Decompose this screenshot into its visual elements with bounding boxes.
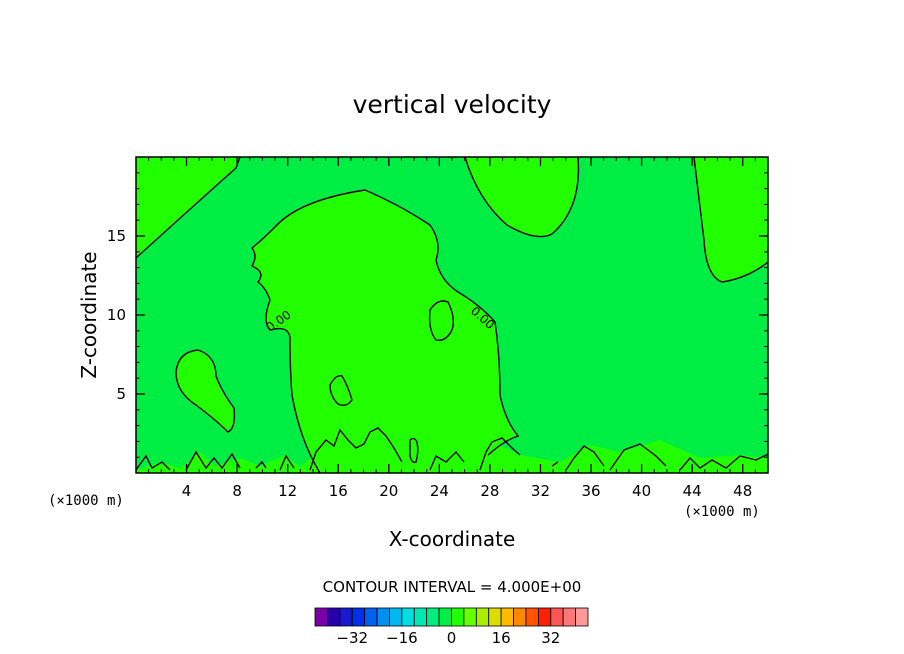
contour-central-plume <box>250 189 520 473</box>
colorbar-swatch <box>488 607 502 627</box>
colorbar-swatch <box>426 607 440 627</box>
colorbar-swatch <box>376 607 390 627</box>
region-surface-band <box>136 430 768 473</box>
contour-inner-blob-center <box>329 375 353 407</box>
contour-top-left <box>136 157 241 259</box>
colorbar-swatch <box>550 607 564 627</box>
region-left-blob <box>176 350 235 432</box>
plot-area: 0.00 0.00 <box>135 156 769 474</box>
colorbar-swatch <box>364 607 378 627</box>
colorbar-swatch <box>401 607 415 627</box>
positive-regions <box>136 157 768 473</box>
contour-interval-text: CONTOUR INTERVAL = 4.000E+00 <box>323 578 582 596</box>
colorbar-tick-label: −16 <box>386 629 418 647</box>
x-tick-label: 12 <box>278 482 297 500</box>
x-tick-label: 24 <box>430 482 449 500</box>
x-axis-label: X-coordinate <box>389 527 516 551</box>
y-tick-label: 15 <box>107 227 126 245</box>
contour-left-blob <box>175 349 236 433</box>
colorbar-swatch <box>389 607 403 627</box>
colorbar-swatch <box>575 607 589 627</box>
x-tick-label: 44 <box>683 482 702 500</box>
region-central-plume <box>252 190 518 473</box>
x-tick-label: 16 <box>329 482 348 500</box>
y-tick-labels: 5 10 15 <box>107 227 126 403</box>
x-unit-right: (×1000 m) <box>684 504 760 520</box>
contour-inner-blob-right <box>428 300 455 341</box>
x-tick-label: 20 <box>379 482 398 500</box>
colorbar-tick-label: 32 <box>541 629 560 647</box>
x-unit-left: (×1000 m) <box>48 493 124 509</box>
contour-top-right <box>693 157 768 283</box>
colorbar-tick-label: −32 <box>336 629 368 647</box>
x-tick-label: 8 <box>232 482 242 500</box>
x-tick-label: 48 <box>733 482 752 500</box>
colorbar-swatch <box>413 607 428 627</box>
y-axis-label: Z-coordinate <box>77 251 101 378</box>
region-top-middle <box>465 157 579 237</box>
colorbar-swatch <box>562 607 576 627</box>
colorbar-swatch <box>351 607 366 627</box>
x-tick-label: 32 <box>531 482 550 500</box>
colorbar-swatch <box>513 607 527 627</box>
colorbar-tick-labels: −32 −16 0 16 32 <box>336 629 560 647</box>
x-tick-label: 4 <box>182 482 192 500</box>
contour-small-oval <box>409 437 419 464</box>
x-tick-label: 40 <box>632 482 651 500</box>
colorbar-swatch <box>451 607 465 627</box>
y-tick-label: 10 <box>107 306 126 324</box>
x-tick-label: 36 <box>581 482 600 500</box>
tick-marks <box>136 157 768 473</box>
chart-title: vertical velocity <box>353 90 552 119</box>
region-top-right <box>694 157 768 282</box>
colorbar-tick-label: 0 <box>447 629 457 647</box>
colorbar-swatch <box>438 607 452 627</box>
colorbar-swatch <box>537 607 552 627</box>
x-tick-label: 28 <box>480 482 499 500</box>
colorbar-swatch <box>475 607 490 627</box>
colorbar-swatch <box>525 607 539 627</box>
x-tick-labels: 4 8 12 16 20 24 28 32 36 40 44 48 <box>182 482 752 500</box>
colorbar-swatch <box>463 607 477 627</box>
region-top-left <box>136 157 240 258</box>
y-tick-label: 5 <box>116 385 126 403</box>
colorbar-tick-label: 16 <box>492 629 511 647</box>
colorbar-swatch <box>314 607 328 627</box>
colorbar <box>314 607 589 627</box>
colorbar-swatch <box>339 607 353 627</box>
colorbar-swatch <box>500 607 514 627</box>
colorbar-swatch <box>327 607 341 627</box>
contour-top-middle <box>464 157 580 238</box>
contour-surface-band <box>136 427 768 471</box>
